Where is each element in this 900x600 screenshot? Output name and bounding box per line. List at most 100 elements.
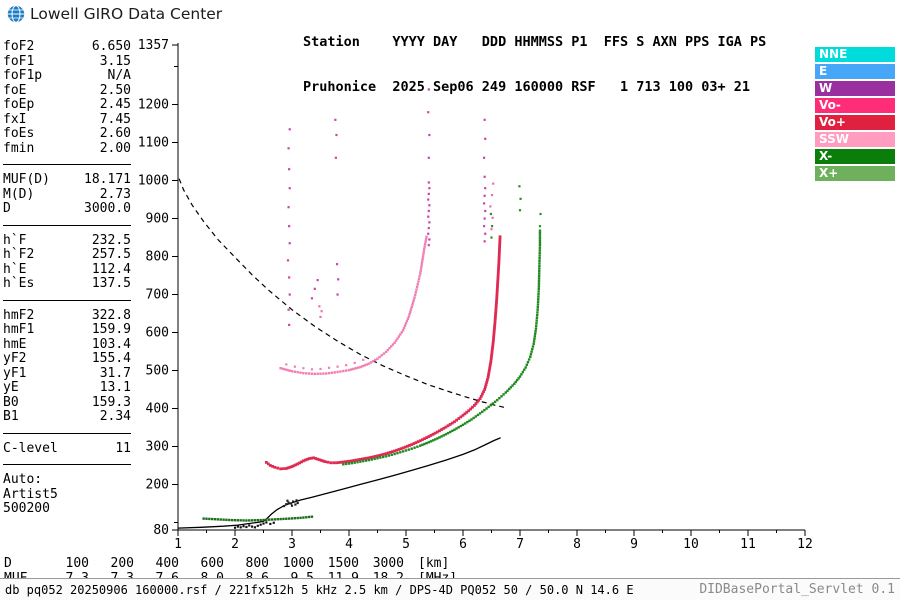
svg-text:1: 1 bbox=[174, 537, 182, 552]
svg-text:600: 600 bbox=[146, 326, 169, 341]
param-value: 2.00 bbox=[99, 140, 131, 156]
param-label: yF2 bbox=[3, 351, 27, 366]
legend-item-e[interactable]: E bbox=[815, 64, 895, 79]
param-label: B1 bbox=[3, 409, 19, 424]
param-value: 2.45 bbox=[99, 97, 131, 112]
dmuf-value: 1500 bbox=[327, 556, 359, 571]
lowell-giro-logo: Lowell GIRO Data Center bbox=[7, 5, 222, 23]
echo-legend: NNE E W Vo- Vo+ SSW X- X+ bbox=[815, 47, 895, 183]
series-f-start-cluster bbox=[282, 499, 299, 508]
param-label: 500200 bbox=[3, 501, 50, 516]
series-true-height-profile bbox=[177, 437, 501, 529]
param-value: 322.8 bbox=[91, 307, 131, 323]
param-row-fof1p: foF1p N/A bbox=[3, 68, 131, 84]
status-bar: db pq052 20250906 160000.rsf / 221fx512h… bbox=[0, 578, 900, 600]
param-row-c-level: C-level 11 bbox=[3, 441, 131, 457]
svg-text:200: 200 bbox=[146, 477, 169, 492]
svg-text:6: 6 bbox=[459, 537, 467, 552]
dmuf-row-label: D bbox=[4, 556, 12, 571]
svg-text:9: 9 bbox=[630, 537, 638, 552]
plot-axes bbox=[177, 43, 805, 531]
dmuf-value: 800 bbox=[245, 556, 269, 571]
svg-text:900: 900 bbox=[146, 212, 169, 227]
param-label: h`E bbox=[3, 261, 27, 277]
svg-text:500: 500 bbox=[146, 363, 169, 378]
legend-item-x[interactable]: X- bbox=[815, 149, 895, 164]
param-row-h-es: h`Es 137.5 bbox=[3, 276, 131, 292]
status-file-info: db pq052 20250906 160000.rsf / 221fx512h… bbox=[5, 582, 634, 597]
param-group: Auto: Artist5 500200 bbox=[3, 472, 131, 525]
param-value: 2.50 bbox=[99, 82, 131, 98]
svg-text:400: 400 bbox=[146, 401, 169, 416]
param-value: 3.15 bbox=[99, 53, 131, 69]
param-value: 2.60 bbox=[99, 126, 131, 141]
param-label: foEs bbox=[3, 126, 35, 141]
param-row-500200: 500200 bbox=[3, 501, 131, 517]
station-header: Station YYYY DAY DDD HHMMSS P1 FFS S AXN… bbox=[303, 5, 766, 110]
svg-text:800: 800 bbox=[146, 250, 169, 265]
param-label: yE bbox=[3, 380, 19, 395]
legend-item-nne[interactable]: NNE bbox=[815, 47, 895, 62]
dmuf-value: 400 bbox=[155, 556, 179, 571]
svg-text:7: 7 bbox=[516, 537, 524, 552]
globe-icon bbox=[7, 5, 25, 23]
param-label: hmE bbox=[3, 336, 27, 352]
series-spread-columns-magenta bbox=[286, 88, 487, 327]
param-row-fmin: fmin 2.00 bbox=[3, 140, 131, 157]
param-label: foF2 bbox=[3, 39, 35, 54]
servlet-version: DIDBasePortal_Servlet 0.1 bbox=[699, 582, 895, 597]
param-label: Artist5 bbox=[3, 486, 58, 502]
param-row-h-f: h`F 232.5 bbox=[3, 232, 131, 249]
series-o-trace bbox=[264, 235, 502, 471]
legend-item-ssw[interactable]: SSW bbox=[815, 132, 895, 147]
logo-text: Lowell GIRO Data Center bbox=[30, 5, 223, 23]
param-row-foep: foEp 2.45 bbox=[3, 97, 131, 113]
param-label: Auto: bbox=[3, 472, 43, 487]
param-value: 6.650 bbox=[91, 39, 131, 54]
param-row-hmf2: hmF2 322.8 bbox=[3, 307, 131, 324]
legend-item-w[interactable]: W bbox=[815, 81, 895, 96]
plot-tick-labels: 1 2 3 4 5 6 7 8 9 10 11 128020030040050060070080090… bbox=[138, 38, 813, 552]
plot-ticks bbox=[172, 44, 806, 536]
param-row-foes: foEs 2.60 bbox=[3, 126, 131, 142]
param-label: h`F bbox=[3, 232, 27, 248]
param-row-muf-d: MUF(D) 18.171 bbox=[3, 172, 131, 188]
dmuf-value: 200 bbox=[110, 556, 134, 571]
param-row-fof1: foF1 3.15 bbox=[3, 53, 131, 70]
param-row-hmf1: hmF1 159.9 bbox=[3, 322, 131, 338]
param-group: C-level 11 bbox=[3, 441, 131, 465]
svg-text:12: 12 bbox=[797, 537, 813, 552]
param-label: B0 bbox=[3, 394, 19, 410]
dmuf-value: 100 bbox=[65, 556, 89, 571]
series-spread-pink bbox=[318, 182, 495, 319]
station-header-values: Pruhonice 2025 Sep06 249 160000 RSF 1 71… bbox=[303, 79, 751, 95]
param-row-yf2: yF2 155.4 bbox=[3, 351, 131, 367]
param-label: fxI bbox=[3, 111, 27, 127]
param-value: 112.4 bbox=[91, 261, 131, 277]
param-value: 103.4 bbox=[91, 336, 131, 352]
legend-item-vo[interactable]: Vo+ bbox=[815, 115, 895, 130]
series-second-hop-upper bbox=[285, 358, 365, 371]
param-group: foF2 6.650 foF1 3.15 foF1p N/A foE 2.50 foEp 2.45… bbox=[3, 39, 131, 165]
param-label: M(D) bbox=[3, 186, 35, 202]
dmuf-row-d: D 100 200 400 600 800 1000 1500 3000 [km] bbox=[4, 556, 457, 571]
param-label: foF1 bbox=[3, 53, 35, 69]
legend-item-vo[interactable]: Vo- bbox=[815, 98, 895, 113]
svg-text:4: 4 bbox=[345, 537, 353, 552]
param-value: 31.7 bbox=[99, 365, 131, 381]
series-x-trace bbox=[342, 229, 542, 466]
legend-item-x[interactable]: X+ bbox=[815, 166, 895, 181]
station-header-columns: Station YYYY DAY DDD HHMMSS P1 FFS S AXN… bbox=[303, 34, 767, 50]
param-value: 2.34 bbox=[99, 409, 131, 424]
param-label: yF1 bbox=[3, 365, 27, 381]
param-row-hme: hmE 103.4 bbox=[3, 336, 131, 353]
param-value: 3000.0 bbox=[84, 201, 131, 216]
param-value: 155.4 bbox=[91, 351, 131, 366]
svg-text:2: 2 bbox=[231, 537, 239, 552]
param-group: h`F 232.5 h`F2 257.5 h`E 112.4 h`Es 137.5 bbox=[3, 232, 131, 301]
svg-text:80: 80 bbox=[153, 523, 169, 538]
param-row-h-e: h`E 112.4 bbox=[3, 261, 131, 278]
param-row-foe: foE 2.50 bbox=[3, 82, 131, 99]
